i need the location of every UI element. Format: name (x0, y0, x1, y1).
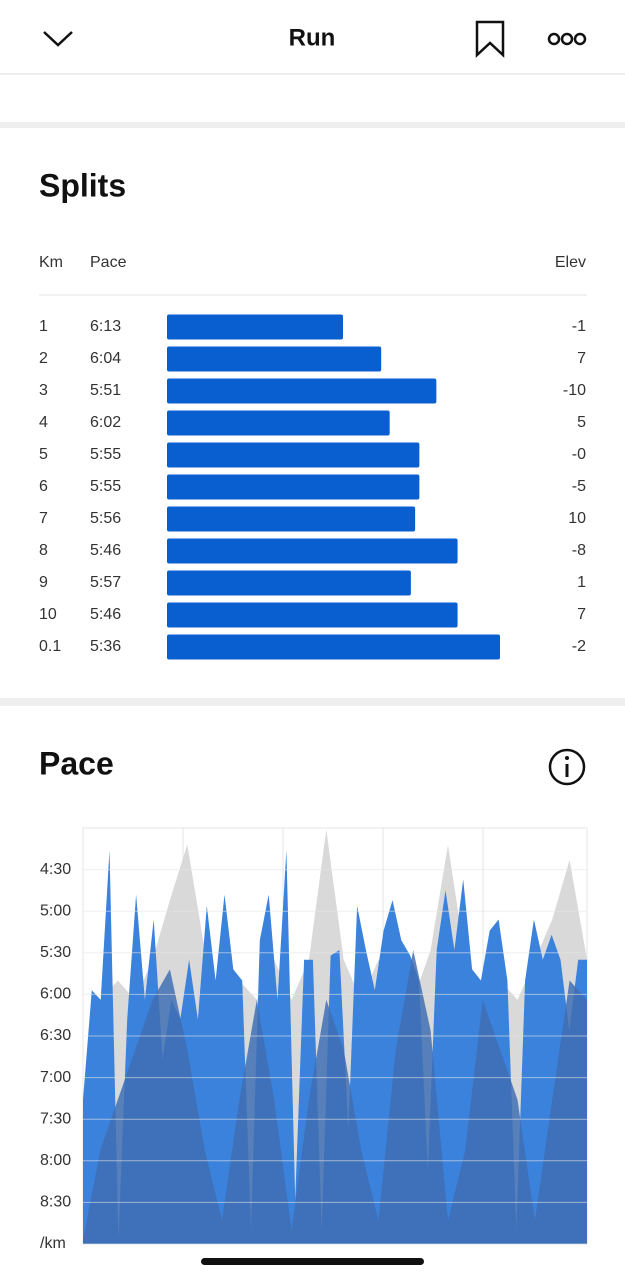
split-bar (167, 378, 437, 404)
split-pace: 5:46 (90, 542, 121, 559)
split-km: 7 (39, 510, 48, 527)
split-bar (167, 410, 390, 436)
section-title: Splits (39, 167, 126, 203)
split-bar (167, 602, 458, 628)
split-pace: 6:02 (90, 414, 121, 431)
split-bar (167, 634, 500, 660)
split-pace: 5:46 (90, 606, 121, 623)
section-separator (0, 698, 625, 706)
pace-chart: 4:30 5:00 5:30 6:00 6:30 7:00 7:30 8:00 8:30/km (40, 827, 588, 1252)
y-tick-label: /km (40, 1235, 66, 1252)
y-tick-label: 7:00 (40, 1069, 71, 1086)
split-bar (167, 442, 420, 468)
y-tick-label: 8:30 (40, 1194, 71, 1211)
split-km: 0.1 (39, 638, 61, 655)
home-indicator (201, 1258, 424, 1265)
column-header: Km (39, 254, 63, 271)
split-elev: 10 (568, 510, 586, 527)
y-tick-label: 6:00 (40, 986, 71, 1003)
more-icon[interactable] (547, 32, 587, 46)
y-tick-label: 5:30 (40, 944, 71, 961)
section-title: Pace (39, 745, 114, 781)
split-pace: 5:36 (90, 638, 121, 655)
column-header: Elev (555, 254, 586, 271)
info-icon[interactable] (548, 748, 586, 786)
back-chevron[interactable] (43, 31, 73, 47)
split-bar (167, 314, 343, 340)
y-tick-label: 8:00 (40, 1152, 71, 1169)
split-km: 4 (39, 414, 48, 431)
y-tick-label: 5:00 (40, 902, 71, 919)
column-header: Pace (90, 254, 127, 271)
split-elev: -2 (572, 638, 586, 655)
bookmark-icon[interactable] (475, 20, 505, 58)
split-bar (167, 474, 420, 500)
split-elev: 5 (577, 414, 586, 431)
y-tick-label: 6:30 (40, 1027, 71, 1044)
y-tick-label: 7:30 (40, 1110, 71, 1127)
split-elev: -10 (563, 382, 586, 399)
split-km: 5 (39, 446, 48, 463)
split-km: 1 (39, 318, 48, 335)
split-pace: 5:56 (90, 510, 121, 527)
split-km: 2 (39, 350, 48, 367)
split-bar (167, 570, 411, 596)
split-km: 3 (39, 382, 48, 399)
split-elev: 7 (577, 350, 586, 367)
header-title: Run (289, 24, 336, 51)
split-bar (167, 538, 458, 564)
split-bar (167, 346, 382, 372)
split-pace: 5:51 (90, 382, 121, 399)
split-elev: -5 (572, 478, 586, 495)
split-pace: 5:55 (90, 446, 121, 463)
split-bar (167, 506, 416, 532)
split-km: 10 (39, 606, 57, 623)
y-tick-label: 4:30 (40, 861, 71, 878)
split-elev: -1 (572, 318, 586, 335)
split-pace: 6:13 (90, 318, 121, 335)
split-km: 9 (39, 574, 48, 591)
split-elev: -0 (572, 446, 586, 463)
section-separator (0, 122, 625, 128)
split-km: 6 (39, 478, 48, 495)
split-elev: -8 (572, 542, 586, 559)
split-pace: 5:57 (90, 574, 121, 591)
split-pace: 6:04 (90, 350, 121, 367)
split-elev: 1 (577, 574, 586, 591)
pace-area (83, 950, 587, 1244)
split-pace: 5:55 (90, 478, 121, 495)
split-km: 8 (39, 542, 48, 559)
split-elev: 7 (577, 606, 586, 623)
